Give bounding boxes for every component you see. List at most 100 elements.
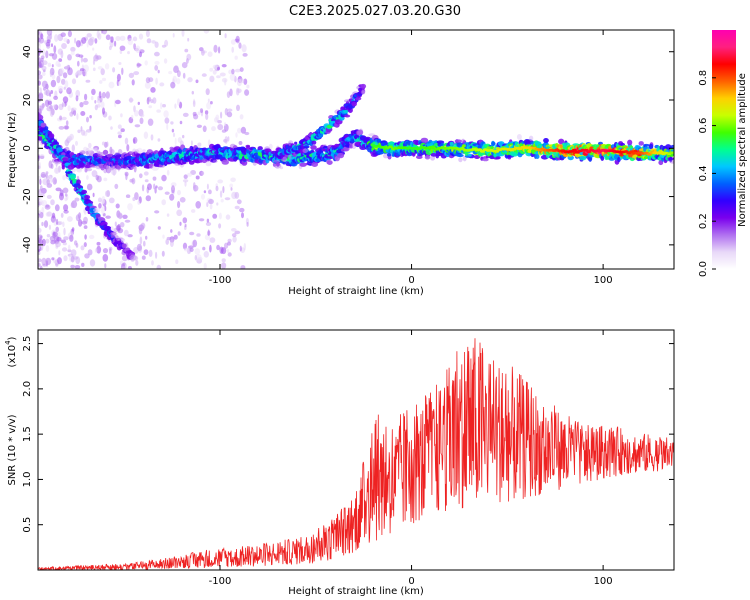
spectrogram-cell xyxy=(59,68,65,75)
spectrogram-cell xyxy=(51,52,58,60)
spectrogram-cell xyxy=(89,115,92,119)
spectrogram-cell xyxy=(54,167,60,174)
spectrogram-cell xyxy=(145,77,151,84)
spectrogram-cell xyxy=(71,227,75,232)
spectrogram-cell xyxy=(221,258,226,263)
spectrogram-cell xyxy=(246,84,250,89)
spectrogram-cell xyxy=(161,199,166,206)
spectrogram-cell xyxy=(38,237,41,244)
spectrogram-cell xyxy=(62,175,66,181)
spectrogram-cell xyxy=(75,243,79,248)
spectrogram-cell xyxy=(123,229,129,237)
spectrogram-cell xyxy=(56,75,61,84)
spectrogram-cell xyxy=(120,128,125,133)
spectrogram-cell xyxy=(38,80,41,86)
colorbar-gradient xyxy=(712,30,736,269)
spectrogram-cell xyxy=(117,124,122,129)
spectrogram-cell xyxy=(51,74,56,80)
spectrogram-cell xyxy=(152,176,157,181)
spectrogram-cell xyxy=(234,205,240,210)
spectrogram-cell xyxy=(83,216,88,224)
spectrogram-cell xyxy=(134,110,139,117)
spectrogram-cell xyxy=(108,81,115,89)
spectrogram-cell xyxy=(189,247,194,252)
spectrogram-cell xyxy=(62,221,65,228)
spectrogram-cell xyxy=(560,144,564,149)
spectrogram-cell xyxy=(115,203,120,209)
spectrogram-cell xyxy=(131,177,136,185)
snr-series-line xyxy=(38,338,674,570)
spectrogram-cell xyxy=(201,49,205,56)
spectrogram-cell xyxy=(177,98,180,106)
spectrogram-cell xyxy=(143,171,149,176)
spectrogram-cell xyxy=(85,168,93,172)
spectrogram-cell xyxy=(224,197,231,201)
spectrogram-cell xyxy=(231,233,237,238)
snr-panel: -100 0 100 0.5 1.0 1.5 2.0 2.5 Height of strai… xyxy=(4,329,675,597)
spectrogram-cell xyxy=(482,158,489,162)
spectrogram-cell xyxy=(96,30,100,39)
spectrogram-cell xyxy=(94,38,98,44)
spectrogram-cell xyxy=(236,79,242,87)
spectrogram-cell xyxy=(176,78,181,85)
spectrogram-cell xyxy=(173,234,178,240)
spectrogram-cell xyxy=(87,249,93,256)
spectrogram-cell xyxy=(53,45,57,54)
spectrogram-cell xyxy=(89,36,95,43)
spectrogram-cell xyxy=(212,64,218,70)
spectrogram-cell xyxy=(69,234,74,242)
spectrogram-cell xyxy=(83,225,88,230)
spectrogram-cell xyxy=(187,37,190,42)
spectrogram-cell xyxy=(42,238,46,247)
spectrogram-cell xyxy=(38,161,41,170)
spectrogram-cell xyxy=(104,63,110,70)
spectrogram-cell xyxy=(227,136,230,142)
spectrogram-cell xyxy=(53,104,57,109)
spectrogram-cell xyxy=(222,186,225,194)
spectrogram-cell xyxy=(528,135,534,142)
spectrogram-cell xyxy=(273,159,281,163)
y-tick-label: 2.5 xyxy=(22,336,33,352)
spectrogram-cell xyxy=(171,128,175,133)
spectrogram-cell xyxy=(648,143,654,150)
spectrogram-cell xyxy=(125,173,128,181)
spectrogram-cell xyxy=(146,38,152,44)
spectrogram-cell xyxy=(86,175,89,180)
spectrogram-cell xyxy=(52,231,58,237)
spectrogram-cell xyxy=(84,234,87,240)
spectrogram-cell xyxy=(224,136,228,144)
spectrogram-cell xyxy=(80,245,85,251)
colorbar-label: Normalized spectral amplitude xyxy=(737,73,748,227)
spectrogram-cell xyxy=(50,199,55,206)
spectrogram-cell xyxy=(94,104,98,111)
spectrogram-cell xyxy=(299,162,307,167)
spectrogram-cell xyxy=(208,189,212,195)
spectrogram-cell xyxy=(45,245,50,252)
snr-scale-base: (x10 xyxy=(7,345,18,368)
spectrogram-cell xyxy=(186,172,193,177)
spectrogram-cell xyxy=(643,143,650,147)
spectrogram-cell xyxy=(57,48,63,55)
spectrogram-cell xyxy=(40,33,44,40)
spectrogram-cell xyxy=(67,30,72,38)
spectrogram-cell xyxy=(234,68,241,73)
spectrogram-cell xyxy=(45,89,51,97)
spectrogram-cell xyxy=(127,203,133,211)
spectrogram-cell xyxy=(45,257,52,266)
spectrogram-cell xyxy=(139,236,143,245)
spectrogram-cell xyxy=(170,229,173,233)
spectrogram-cell xyxy=(110,149,115,155)
spectrogram-cell xyxy=(91,170,98,178)
spectrogram-cell xyxy=(206,218,210,223)
spectrogram-cell xyxy=(360,83,367,89)
spectrogram-cell xyxy=(154,187,157,194)
spectrogram-cell xyxy=(144,179,149,183)
spectrogram-cell xyxy=(179,197,186,203)
spectrogram-cell xyxy=(86,116,89,123)
spectrogram-cell xyxy=(155,185,158,189)
spectrogram-cell xyxy=(94,100,97,104)
spectrogram-cell xyxy=(85,79,91,83)
spectrogram-cell xyxy=(288,154,292,160)
spectrogram-cell xyxy=(205,222,212,226)
spectrogram-cell xyxy=(231,68,235,75)
